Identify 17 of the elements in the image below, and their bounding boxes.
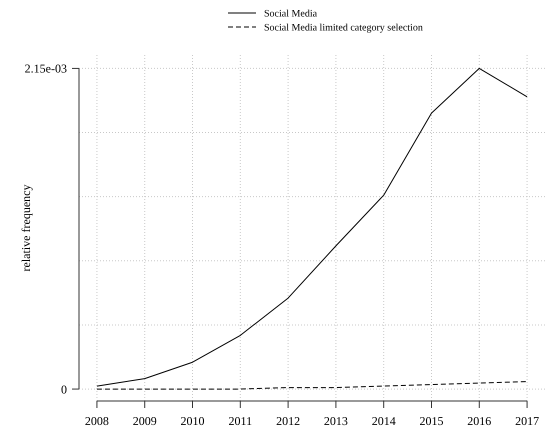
line-series: [96, 68, 528, 387]
x-tick-label: 2014: [372, 414, 396, 428]
legend-label: Social Media limited category selection: [264, 22, 423, 34]
line-series: [96, 381, 528, 390]
x-tick-label: 2016: [467, 414, 492, 428]
x-tick-label: 2009: [132, 414, 157, 428]
x-tick-label: 2013: [324, 414, 348, 428]
x-tick-label: 2008: [84, 414, 109, 428]
legend-label: Social Media: [264, 8, 318, 20]
y-tick-label: 2.15e-03: [24, 62, 67, 76]
x-tick-label: 2011: [228, 414, 252, 428]
y-axis-title: relative frequency: [19, 184, 33, 272]
x-tick-label: 2012: [276, 414, 300, 428]
y-tick-label: 0: [61, 382, 67, 396]
x-tick-label: 2015: [419, 414, 444, 428]
x-tick-label: 2017: [515, 414, 540, 428]
x-tick-label: 2010: [180, 414, 205, 428]
